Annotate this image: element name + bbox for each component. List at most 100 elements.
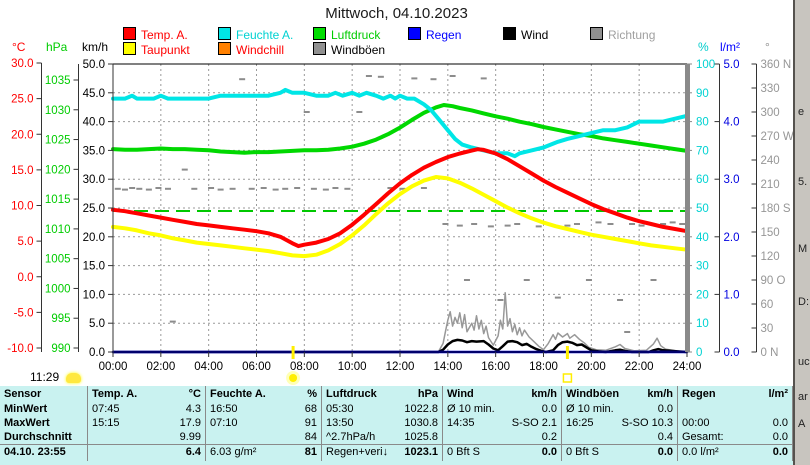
cell-value: 0.2 (541, 431, 557, 443)
background-window-text-fragment: ar (798, 391, 808, 403)
axis-tick-label-kmh: 25.0 (83, 203, 105, 215)
table-row: 04.10. 23:55 6.4 6.03 g/m² 81 Regen+veri↓ 102… (0, 444, 793, 461)
cell-value: 1030.8 (404, 417, 438, 429)
cell-time-text: Windböen (566, 388, 620, 400)
x-axis-label: 04:00 (194, 361, 223, 373)
background-window-strip: e 5. M D: uc ar A (793, 0, 810, 465)
table-cell: 0.4 (562, 430, 678, 444)
axis-unit-°: ° (765, 40, 770, 54)
axis-tick-label-temp: 10.0 (11, 201, 33, 213)
cell-value: 1023.1 (404, 446, 438, 458)
cell-value: 68 (304, 403, 317, 415)
legend-label: Regen (426, 28, 462, 42)
axis-tick-label-deg: 30 (761, 323, 774, 335)
cell-time-text: 00:00 (682, 417, 710, 429)
table-cell: 13:50 1030.8 (322, 416, 443, 430)
table-cell: 16:50 68 (206, 402, 322, 416)
row-label: Durchschnitt (0, 430, 88, 444)
table-cell: Ø 10 min. 0.0 (562, 402, 678, 416)
table-cell: 6.4 (88, 445, 206, 461)
axis-tick-label-pct: 0 (696, 347, 702, 359)
legend-color-swatch (123, 27, 136, 40)
chart-svg[interactable]: 30.025.020.015.010.05.00.0-5.0-10.010351… (0, 0, 810, 386)
axis-tick-label-hpa: 1025 (45, 135, 71, 147)
cell-time-text: 0 Bft S (566, 446, 600, 458)
axis-tick-label-temp: 15.0 (11, 165, 33, 177)
table-cell: 84 (206, 430, 322, 444)
legend-label: Temp. A. (141, 28, 188, 42)
background-window-text-fragment: M (798, 243, 808, 255)
axis-tick-label-deg: 240 (761, 155, 780, 167)
legend-color-swatch (408, 27, 421, 40)
legend-label: Taupunkt (141, 43, 190, 57)
axis-tick-label-deg: 300 (761, 107, 780, 119)
axis-tick-label-pct: 70 (696, 145, 709, 157)
table-cell: 05:30 1022.8 (322, 402, 443, 416)
axis-unit-°C: °C (12, 40, 26, 54)
cell-time-text: Ø 10 min. (447, 403, 495, 415)
axis-tick-label-temp: 25.0 (11, 94, 33, 106)
legend-color-swatch (218, 27, 231, 40)
axis-tick-label-temp: 30.0 (11, 58, 33, 70)
axis-tick-label-deg: 330 (761, 83, 780, 95)
table-cell: 0.2 (443, 430, 562, 444)
axis-tick-label-kmh: 30.0 (83, 174, 105, 186)
table-cell: 0.0 l/m² 0.0 (678, 445, 793, 461)
table-cell: Gesamt: 0.0 (678, 430, 793, 444)
cell-time-text: Wind (447, 388, 474, 400)
legend-item-temp-a-: Temp. A. (123, 27, 188, 42)
legend-label: Richtung (608, 28, 656, 42)
cell-value: hPa (417, 388, 438, 400)
series-luftdruck (111, 103, 689, 155)
legend-label: Windböen (331, 43, 386, 57)
axis-tick-label-temp: 5.0 (18, 236, 34, 248)
table-cell: Regen l/m² (678, 386, 793, 402)
axis-tick-label-temp: 20.0 (11, 129, 33, 141)
page-title: Mittwoch, 04.10.2023 (325, 5, 468, 22)
cell-time-text: Feuchte A. (210, 388, 266, 400)
cell-value: 0.0 (657, 446, 673, 458)
cell-value: S-SO 2.1 (511, 417, 557, 429)
axis-tick-label-pct: 50 (696, 203, 709, 215)
sun-icon (66, 373, 81, 383)
legend-color-swatch (218, 42, 231, 55)
row-label: Sensor (0, 386, 88, 402)
axis-tick-label-deg: 120 (761, 251, 780, 263)
axis-unit-lm: l/m² (720, 40, 740, 54)
axis-tick-label-pct: 100 (696, 59, 715, 71)
cell-value: 4.3 (185, 403, 201, 415)
x-axis-label: 12:00 (386, 361, 415, 373)
table-row: Sensor Temp. A. °C Feuchte A.% Luftdruck hPa W… (0, 386, 793, 402)
cell-time-text: Regen+veri↓ (326, 446, 389, 458)
cell-value: 0.0 (772, 431, 788, 443)
legend-item-regen: Regen (408, 27, 462, 42)
axis-tick-label-hpa: 1000 (45, 283, 71, 295)
axis-tick-label-deg: 360 N (761, 59, 792, 71)
table-cell: 16:25 S-SO 10.3 (562, 416, 678, 430)
table-cell: 0 Bft S 0.0 (443, 445, 562, 461)
table-cell: Regen+veri↓ 1023.1 (322, 445, 443, 461)
x-axis-label: 24:00 (673, 361, 702, 373)
table-cell: 6.03 g/m² 81 (206, 445, 322, 461)
cell-time-text: 16:50 (210, 403, 238, 415)
legend-item-richtung: Richtung (590, 27, 656, 42)
table-cell: 0 Bft S 0.0 (562, 445, 678, 461)
table-row: MaxWert 15:15 17.9 07:10 91 13:50 1030.8 14:35 S… (0, 416, 793, 430)
axis-tick-label-kmh: 15.0 (83, 261, 105, 273)
axis-tick-label-kmh: 10.0 (83, 289, 105, 301)
axis-tick-label-hpa: 990 (51, 343, 70, 355)
table-cell: Wind km/h (443, 386, 562, 402)
axis-tick-label-temp: -10.0 (7, 343, 33, 355)
axis-tick-label-kmh: 5.0 (89, 318, 105, 330)
cell-value: °C (188, 388, 201, 400)
cell-value: 84 (304, 431, 317, 443)
axis-tick-label-temp: -5.0 (14, 307, 34, 319)
table-cell: Windböen km/h (562, 386, 678, 402)
cell-time-text: 6.03 g/m² (210, 446, 257, 458)
legend-label: Windchill (236, 43, 285, 57)
legend-item-windb-en: Windböen (313, 42, 386, 57)
cell-value: 0.0 (772, 446, 788, 458)
axis-tick-label-hpa: 1005 (45, 254, 71, 266)
axis-tick-label-deg: 180 S (761, 203, 791, 215)
